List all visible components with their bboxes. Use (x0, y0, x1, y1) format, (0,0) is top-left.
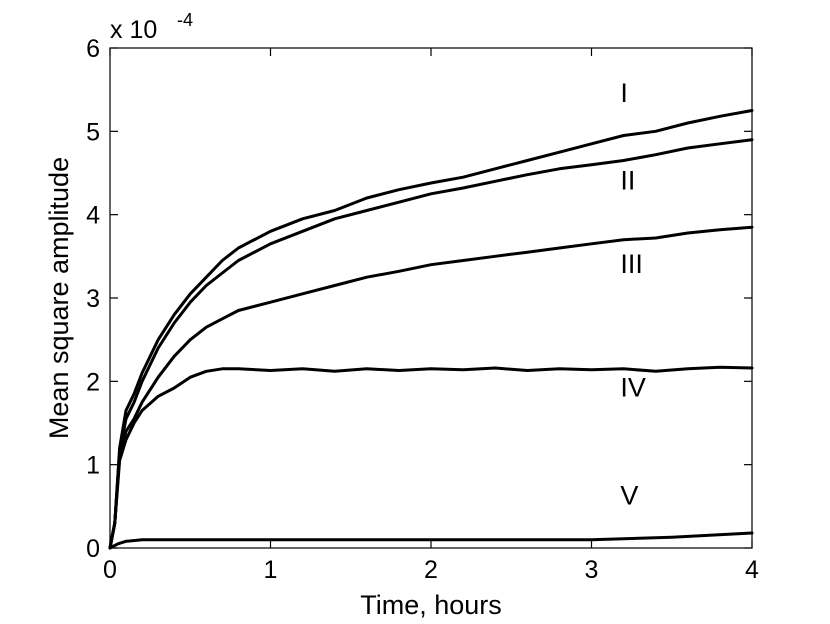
plot-background (110, 48, 752, 548)
series-line-ii (108, 138, 754, 550)
series-line-iii (108, 225, 754, 550)
series-label-v: V (620, 481, 638, 511)
series-label-i: I (620, 78, 628, 108)
y-tick-label: 4 (86, 202, 100, 230)
series-line-v (108, 531, 754, 550)
y-tick-label: 0 (86, 535, 100, 563)
y-tick-label: 6 (86, 35, 100, 63)
x-tick-label: 3 (585, 556, 599, 584)
series-label-ii: II (620, 166, 635, 196)
y-tick-label: 5 (86, 118, 100, 146)
x-tick-label: 2 (424, 556, 438, 584)
y-tick-label: 2 (86, 368, 100, 396)
series-line-iv (108, 365, 754, 550)
ticks-layer: 0 1 2 3 4 0 1 2 3 4 5 6 (86, 35, 759, 584)
series-layer (108, 109, 754, 550)
x-axis-label: Time, hours (360, 590, 502, 620)
x-tick-label: 0 (103, 556, 117, 584)
y-multiplier-label: x 10 (110, 16, 157, 44)
y-tick-label: 1 (86, 452, 100, 480)
series-line-i (108, 109, 754, 550)
y-tick-label: 3 (86, 285, 100, 313)
x-tick-label: 1 (264, 556, 278, 584)
x-tick-label: 4 (745, 556, 759, 584)
series-label-iv: IV (620, 372, 646, 402)
y-multiplier-exponent: -4 (177, 10, 193, 30)
series-label-iii: III (620, 249, 643, 279)
y-axis-label: Mean square amplitude (44, 157, 74, 439)
